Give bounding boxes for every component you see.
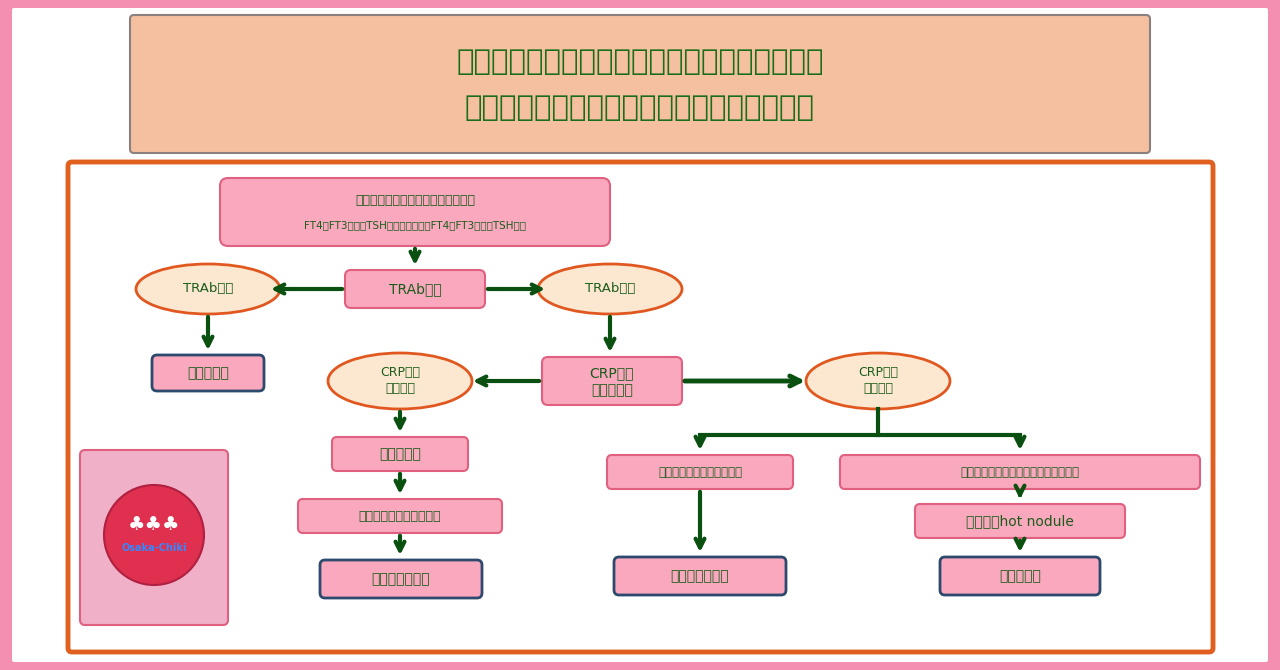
Ellipse shape — [538, 264, 682, 314]
Text: バセドウ病: バセドウ病 — [187, 366, 229, 380]
Text: 機能性結節: 機能性結節 — [1000, 569, 1041, 583]
Text: 圧痛なし: 圧痛なし — [863, 383, 893, 395]
Text: CRP陽性: CRP陽性 — [380, 366, 420, 379]
FancyBboxPatch shape — [940, 557, 1100, 595]
Text: 甲状腺機能了進症（甲状腺中毒症）: 甲状腺機能了進症（甲状腺中毒症） — [355, 194, 475, 206]
Text: 圧痛あり: 圧痛あり — [385, 383, 415, 395]
FancyBboxPatch shape — [840, 455, 1201, 489]
Circle shape — [104, 485, 204, 585]
FancyBboxPatch shape — [541, 357, 682, 405]
FancyBboxPatch shape — [607, 455, 794, 489]
FancyBboxPatch shape — [68, 162, 1213, 652]
Text: シンチでhot nodule: シンチでhot nodule — [966, 514, 1074, 528]
Text: CRP陰性: CRP陰性 — [858, 366, 899, 379]
Text: Osaka-Chiki: Osaka-Chiki — [122, 543, 187, 553]
Text: （放射性ヨード摄取率を測定できないとき）: （放射性ヨード摄取率を測定できないとき） — [465, 94, 815, 122]
Ellipse shape — [328, 353, 472, 409]
FancyBboxPatch shape — [298, 499, 502, 533]
Text: FT4・FT3高値・TSH低値　または　FT4・FT3正常・TSH低値: FT4・FT3高値・TSH低値 または FT4・FT3正常・TSH低値 — [305, 220, 526, 230]
Ellipse shape — [806, 353, 950, 409]
Text: 圧痛の有無: 圧痛の有無 — [591, 383, 632, 397]
Text: CRP測定: CRP測定 — [590, 366, 635, 380]
FancyBboxPatch shape — [614, 557, 786, 595]
FancyBboxPatch shape — [332, 437, 468, 471]
Text: TRAb測定: TRAb測定 — [389, 282, 442, 296]
Text: TRAb陰性: TRAb陰性 — [585, 283, 635, 295]
FancyBboxPatch shape — [12, 8, 1268, 662]
Text: 無痛性甲状腺炎: 無痛性甲状腺炎 — [671, 569, 730, 583]
FancyBboxPatch shape — [79, 450, 228, 625]
Text: 炎症性低エコー像を確認: 炎症性低エコー像を確認 — [358, 509, 442, 523]
Text: 甲状腺機能了進症が一過性: 甲状腺機能了進症が一過性 — [658, 466, 742, 478]
FancyBboxPatch shape — [346, 270, 485, 308]
FancyBboxPatch shape — [320, 560, 483, 598]
Text: 超音波検査: 超音波検査 — [379, 447, 421, 461]
Text: 甲状腺機能了進症が持続性・結節あり: 甲状腺機能了進症が持続性・結節あり — [960, 466, 1079, 478]
Text: TRAb陽性: TRAb陽性 — [183, 283, 233, 295]
FancyBboxPatch shape — [131, 15, 1149, 153]
Text: ♣♣♣: ♣♣♣ — [128, 515, 180, 535]
Ellipse shape — [136, 264, 280, 314]
FancyBboxPatch shape — [152, 355, 264, 391]
FancyBboxPatch shape — [915, 504, 1125, 538]
Text: 亜急性甲状腺炎: 亜急性甲状腺炎 — [371, 572, 430, 586]
Text: 甲状腺機能了進症　（甲状腺中毒症）　の鑑別: 甲状腺機能了進症 （甲状腺中毒症） の鑑別 — [456, 48, 824, 76]
FancyBboxPatch shape — [220, 178, 611, 246]
